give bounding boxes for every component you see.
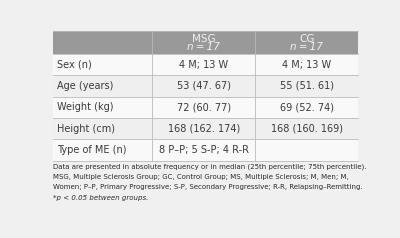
Text: Height (cm): Height (cm) (57, 124, 115, 134)
Bar (53, 31, 358, 54)
Text: 53 (47. 67): 53 (47. 67) (177, 81, 231, 91)
Text: Sex (n): Sex (n) (57, 60, 92, 69)
Text: 4 M; 13 W: 4 M; 13 W (282, 60, 332, 69)
Bar (53, 54, 358, 75)
Text: n = 17: n = 17 (290, 42, 323, 52)
Bar (53, 118, 358, 139)
Text: n = 17: n = 17 (188, 42, 220, 52)
Text: Women; P–P, Primary Progressive; S-P, Secondary Progressive; R-R, Relapsing–Remi: Women; P–P, Primary Progressive; S-P, Se… (53, 184, 363, 190)
Bar (53, 97, 358, 118)
Text: Data are presented in absolute frequency or in median (25th percentile; 75th per: Data are presented in absolute frequency… (53, 163, 367, 170)
Text: Weight (kg): Weight (kg) (57, 102, 113, 112)
Text: Age (years): Age (years) (57, 81, 113, 91)
Text: *p < 0.05 between groups.: *p < 0.05 between groups. (53, 195, 148, 201)
Text: 168 (162. 174): 168 (162. 174) (168, 124, 240, 134)
Text: 55 (51. 61): 55 (51. 61) (280, 81, 334, 91)
Text: Type of ME (n): Type of ME (n) (57, 145, 126, 155)
Text: 4 M; 13 W: 4 M; 13 W (179, 60, 228, 69)
Text: 72 (60. 77): 72 (60. 77) (177, 102, 231, 112)
Bar (53, 75, 358, 97)
Text: MSG: MSG (192, 34, 216, 44)
Text: CG: CG (299, 34, 315, 44)
Text: 69 (52. 74): 69 (52. 74) (280, 102, 334, 112)
Text: 168 (160. 169): 168 (160. 169) (271, 124, 343, 134)
Text: MSG, Multiple Sclerosis Group; GC, Control Group; MS, Multiple Sclerosis; M, Men: MSG, Multiple Sclerosis Group; GC, Contr… (53, 174, 349, 180)
Text: 8 P–P; 5 S-P; 4 R-R: 8 P–P; 5 S-P; 4 R-R (159, 145, 249, 155)
Bar (53, 139, 358, 160)
